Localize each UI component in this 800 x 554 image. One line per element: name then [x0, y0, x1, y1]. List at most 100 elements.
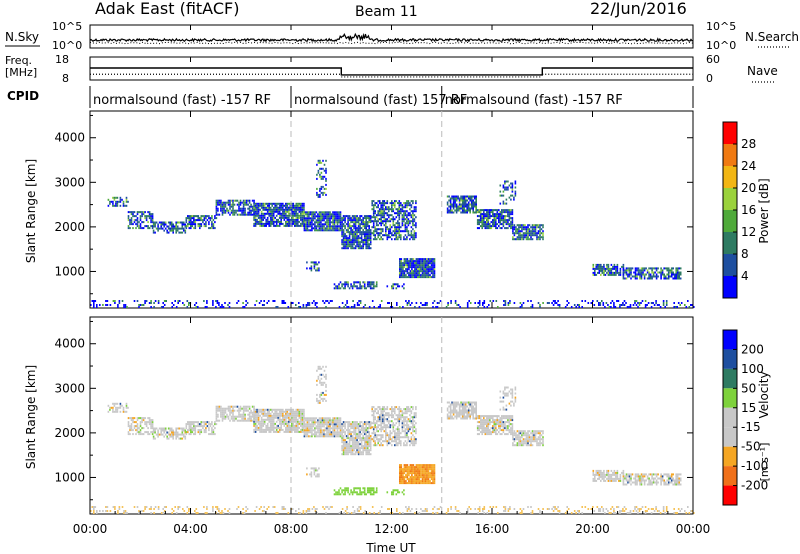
- velocity-cell: [406, 434, 408, 437]
- power-cell: [427, 274, 430, 277]
- velocity-cell: [254, 410, 257, 413]
- power-cell: [389, 228, 392, 231]
- power-cell: [403, 238, 405, 241]
- power-cell: [374, 285, 376, 288]
- velocity-cell: [413, 440, 416, 443]
- power-cell: [345, 247, 348, 250]
- power-cell: [356, 215, 358, 218]
- power-cell: [338, 285, 340, 288]
- power-cell: [294, 224, 296, 227]
- power-cell: [333, 229, 336, 232]
- power-cell: [277, 206, 279, 209]
- power-cell: [311, 225, 313, 228]
- power-cell: [371, 283, 373, 286]
- power-cell: [310, 261, 313, 264]
- power-cell: [152, 221, 155, 224]
- velocity-cell: [348, 449, 351, 452]
- power-cell: [311, 219, 313, 222]
- power-cell: [640, 267, 643, 270]
- power-cell: [298, 306, 300, 308]
- power-cell: [418, 268, 421, 271]
- velocity-cell: [345, 451, 348, 454]
- velocity-cell: [353, 445, 355, 448]
- power-cell: [274, 204, 276, 207]
- velocity-cell: [275, 424, 278, 427]
- power-cell: [319, 187, 321, 190]
- velocity-cell: [341, 423, 343, 426]
- power-cell: [454, 203, 456, 206]
- power-cell: [407, 224, 410, 227]
- power-cell: [321, 223, 324, 226]
- velocity-cell: [272, 426, 275, 429]
- power-cell: [592, 267, 595, 270]
- power-cell: [385, 222, 387, 225]
- power-cell: [486, 227, 488, 230]
- velocity-cell: [309, 429, 312, 432]
- velocity-cell: [398, 428, 401, 431]
- velocity-cell: [166, 437, 168, 440]
- velocity-cell: [142, 427, 145, 430]
- velocity-cell: [275, 408, 278, 411]
- power-cell: [122, 204, 125, 207]
- velocity-cell: [365, 439, 367, 442]
- velocity-cell: [248, 411, 251, 414]
- power-cell: [451, 211, 453, 214]
- velocity-cell: [353, 443, 355, 446]
- power-cell: [269, 202, 272, 205]
- power-cell: [619, 273, 622, 276]
- velocity-cell: [394, 412, 396, 415]
- power-cell: [173, 227, 176, 230]
- power-cell: [528, 232, 531, 235]
- power-cell: [325, 169, 327, 172]
- velocity-cell: [339, 425, 342, 428]
- power-cell: [498, 215, 500, 218]
- power-cell: [278, 216, 281, 219]
- velocity-cell: [130, 429, 133, 432]
- power-cell: [148, 215, 151, 218]
- power-cell: [353, 283, 355, 286]
- power-cell: [148, 227, 151, 230]
- power-cell: [369, 285, 372, 288]
- velocity-cell: [167, 433, 170, 436]
- power-cell: [311, 217, 313, 220]
- velocity-cell: [303, 425, 306, 428]
- power-cell: [320, 177, 323, 180]
- power-cell: [665, 300, 668, 302]
- velocity-cell: [268, 420, 270, 423]
- power-cell: [311, 302, 314, 304]
- power-cell: [410, 206, 413, 209]
- power-cell: [326, 211, 328, 214]
- power-cell: [265, 222, 267, 225]
- power-cell: [325, 300, 327, 302]
- power-cell: [190, 215, 192, 218]
- power-cell: [466, 209, 468, 212]
- power-cell: [638, 302, 641, 304]
- power-cell: [618, 273, 620, 276]
- power-cell: [208, 223, 210, 226]
- power-cell: [397, 210, 399, 213]
- velocity-cell: [395, 442, 398, 445]
- velocity-cell: [356, 423, 358, 426]
- power-cell: [369, 247, 372, 250]
- power-cell: [403, 270, 406, 273]
- power-cell: [515, 230, 517, 233]
- power-cell: [283, 210, 286, 213]
- power-cell: [360, 285, 363, 288]
- velocity-cell: [316, 369, 318, 372]
- velocity-cell: [362, 445, 364, 448]
- power-cell: [646, 277, 649, 280]
- power-cell: [634, 267, 637, 270]
- power-cell: [303, 227, 306, 230]
- power-cell: [386, 200, 389, 203]
- velocity-cell: [227, 407, 230, 410]
- power-cell: [402, 262, 404, 265]
- power-cell: [412, 234, 414, 237]
- velocity-cell: [272, 416, 275, 419]
- power-cell: [463, 201, 465, 204]
- power-cell: [221, 201, 224, 204]
- velocity-cell: [351, 441, 354, 444]
- power-cell: [412, 264, 415, 267]
- power-cell: [363, 215, 366, 218]
- velocity-cell: [172, 429, 174, 432]
- power-cell: [392, 234, 395, 237]
